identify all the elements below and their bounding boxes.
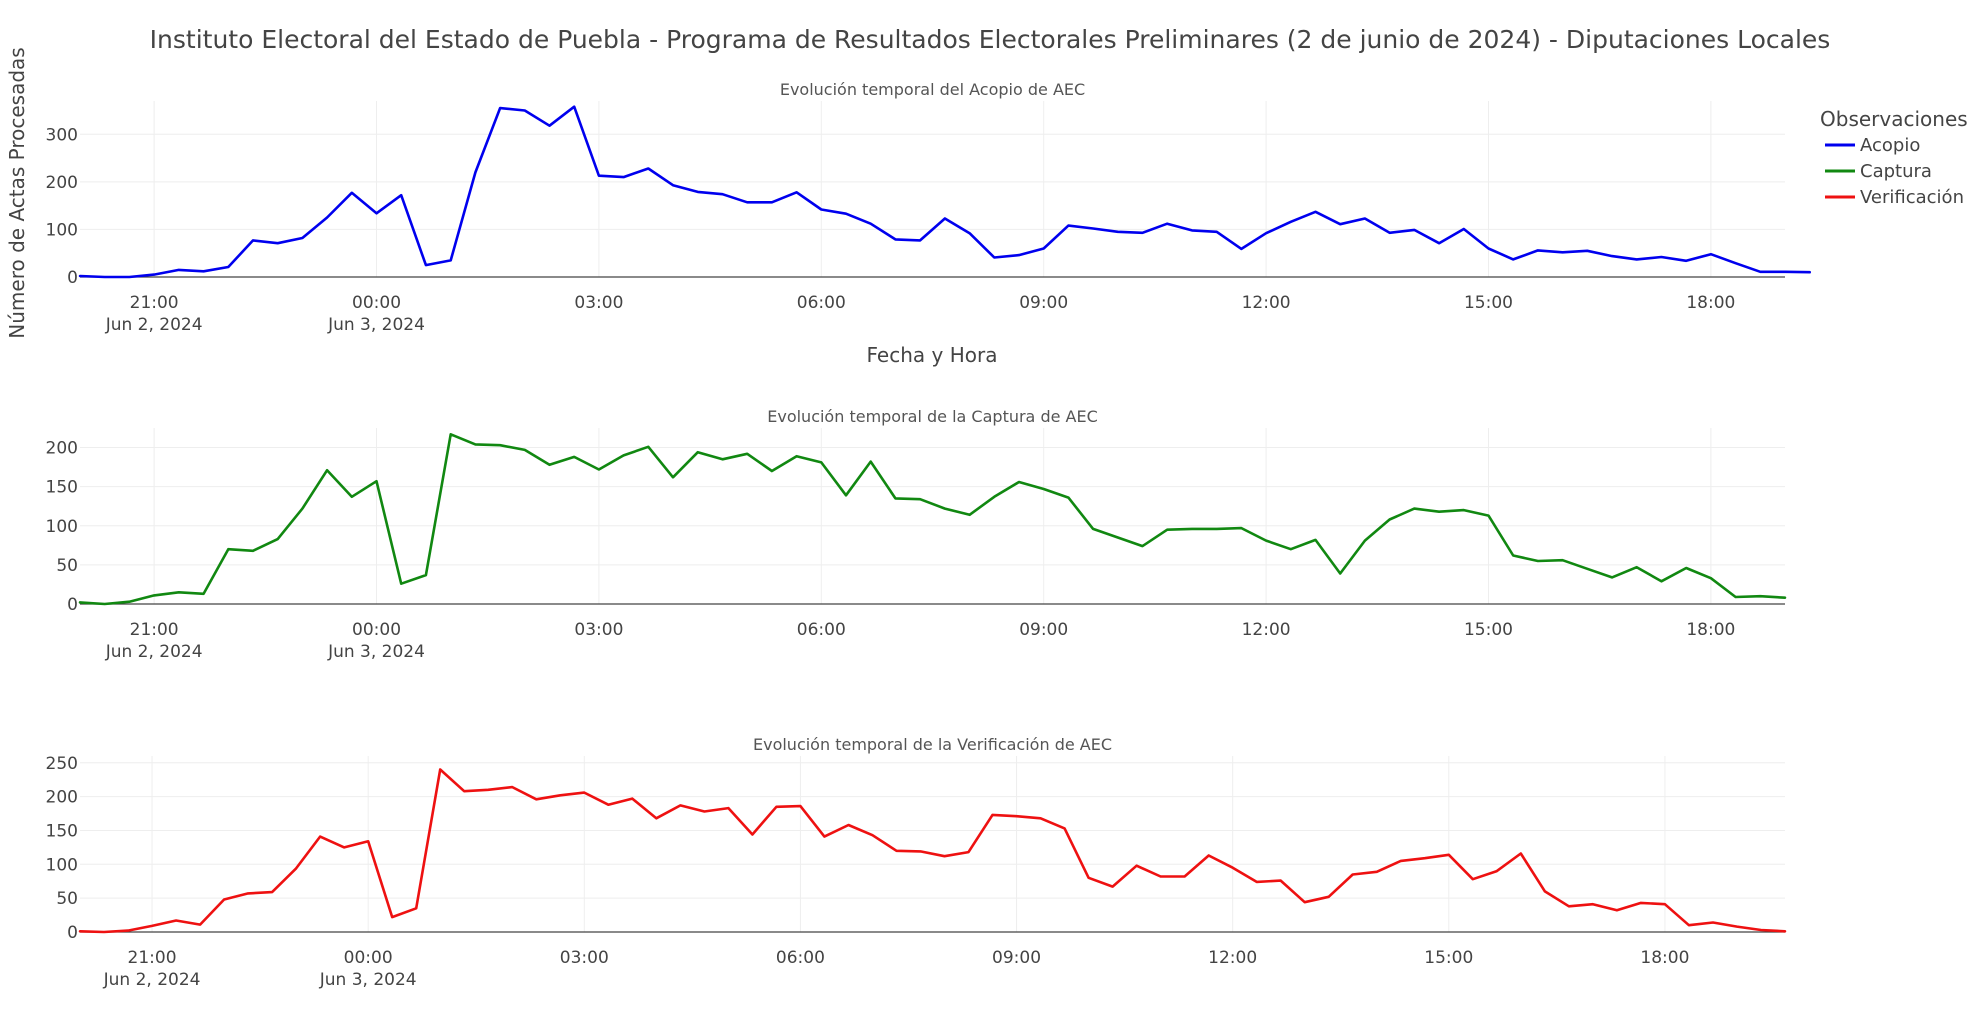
x-tick-label: 00:00 (352, 620, 401, 640)
y-tick-label: 50 (56, 556, 78, 576)
x-tick-label: 09:00 (1019, 293, 1068, 313)
x-tick-label: 15:00 (1424, 948, 1473, 968)
x-tick-label: 15:00 (1464, 293, 1513, 313)
x-tick-date-label: Jun 3, 2024 (319, 970, 417, 990)
x-tick-label: 03:00 (560, 948, 609, 968)
y-tick-label: 200 (46, 173, 78, 193)
x-tick-label: 21:00 (128, 948, 177, 968)
x-tick-label: 03:00 (574, 293, 623, 313)
panel-verificacion: Evolución temporal de la Verificación de… (46, 735, 1787, 990)
x-tick-label: 18:00 (1686, 620, 1735, 640)
x-tick-label: 00:00 (344, 948, 393, 968)
legend-item-verificacion[interactable]: Verificación (1825, 187, 1964, 208)
x-tick-date-label: Jun 3, 2024 (327, 315, 425, 335)
panel-title: Evolución temporal de la Verificación de… (753, 735, 1112, 754)
y-tick-label: 100 (46, 855, 78, 875)
y-tick-label: 200 (46, 788, 78, 808)
y-tick-label: 250 (46, 754, 78, 774)
x-tick-label: 06:00 (797, 620, 846, 640)
panel-title: Evolución temporal del Acopio de AEC (780, 80, 1085, 99)
x-tick-label: 12:00 (1242, 620, 1291, 640)
x-tick-date-label: Jun 2, 2024 (105, 642, 203, 662)
x-tick-label: 12:00 (1208, 948, 1257, 968)
y-tick-label: 0 (67, 595, 78, 615)
series-line-acopio (78, 105, 1811, 279)
x-tick-label: 18:00 (1686, 293, 1735, 313)
y-tick-label: 300 (46, 125, 78, 145)
x-tick-label: 21:00 (130, 620, 179, 640)
y-tick-label: 100 (46, 517, 78, 537)
legend-item-acopio[interactable]: Acopio (1825, 135, 1920, 156)
series-line-captura (78, 432, 1787, 606)
legend-item-captura[interactable]: Captura (1825, 161, 1932, 182)
y-axis-label: Número de Actas Procesadas (5, 47, 29, 338)
panel-captura: Evolución temporal de la Captura de AEC 0… (46, 407, 1787, 662)
legend-label-captura: Captura (1860, 161, 1932, 182)
chart-title: Instituto Electoral del Estado de Puebla… (150, 25, 1831, 54)
x-tick-date-label: Jun 2, 2024 (103, 970, 201, 990)
x-tick-label: 09:00 (1019, 620, 1068, 640)
x-tick-label: 03:00 (574, 620, 623, 640)
x-tick-label: 00:00 (352, 293, 401, 313)
x-tick-label: 09:00 (992, 948, 1041, 968)
x-tick-label: 18:00 (1640, 948, 1689, 968)
y-tick-label: 50 (56, 889, 78, 909)
x-tick-label: 06:00 (797, 293, 846, 313)
x-tick-date-label: Jun 3, 2024 (327, 642, 425, 662)
legend-label-verificacion: Verificación (1860, 187, 1964, 208)
legend-label-acopio: Acopio (1860, 135, 1920, 156)
x-tick-label: 21:00 (130, 293, 179, 313)
y-tick-label: 150 (46, 478, 78, 498)
x-tick-date-label: Jun 2, 2024 (105, 315, 203, 335)
panel-title: Evolución temporal de la Captura de AEC (767, 407, 1098, 426)
legend: Observaciones Acopio Captura Verificació… (1820, 107, 1968, 208)
series-line-verificacion (78, 768, 1787, 934)
y-tick-label: 0 (67, 923, 78, 943)
y-tick-label: 200 (46, 439, 78, 459)
x-tick-label: 12:00 (1242, 293, 1291, 313)
x-tick-label: 06:00 (776, 948, 825, 968)
y-tick-label: 100 (46, 220, 78, 240)
x-tick-label: 15:00 (1464, 620, 1513, 640)
y-tick-label: 150 (46, 821, 78, 841)
y-tick-label: 0 (67, 268, 78, 288)
x-axis-label: Fecha y Hora (867, 343, 998, 367)
legend-title: Observaciones (1820, 107, 1968, 131)
panel-acopio: Evolución temporal del Acopio de AEC 0 100… (46, 80, 1811, 335)
